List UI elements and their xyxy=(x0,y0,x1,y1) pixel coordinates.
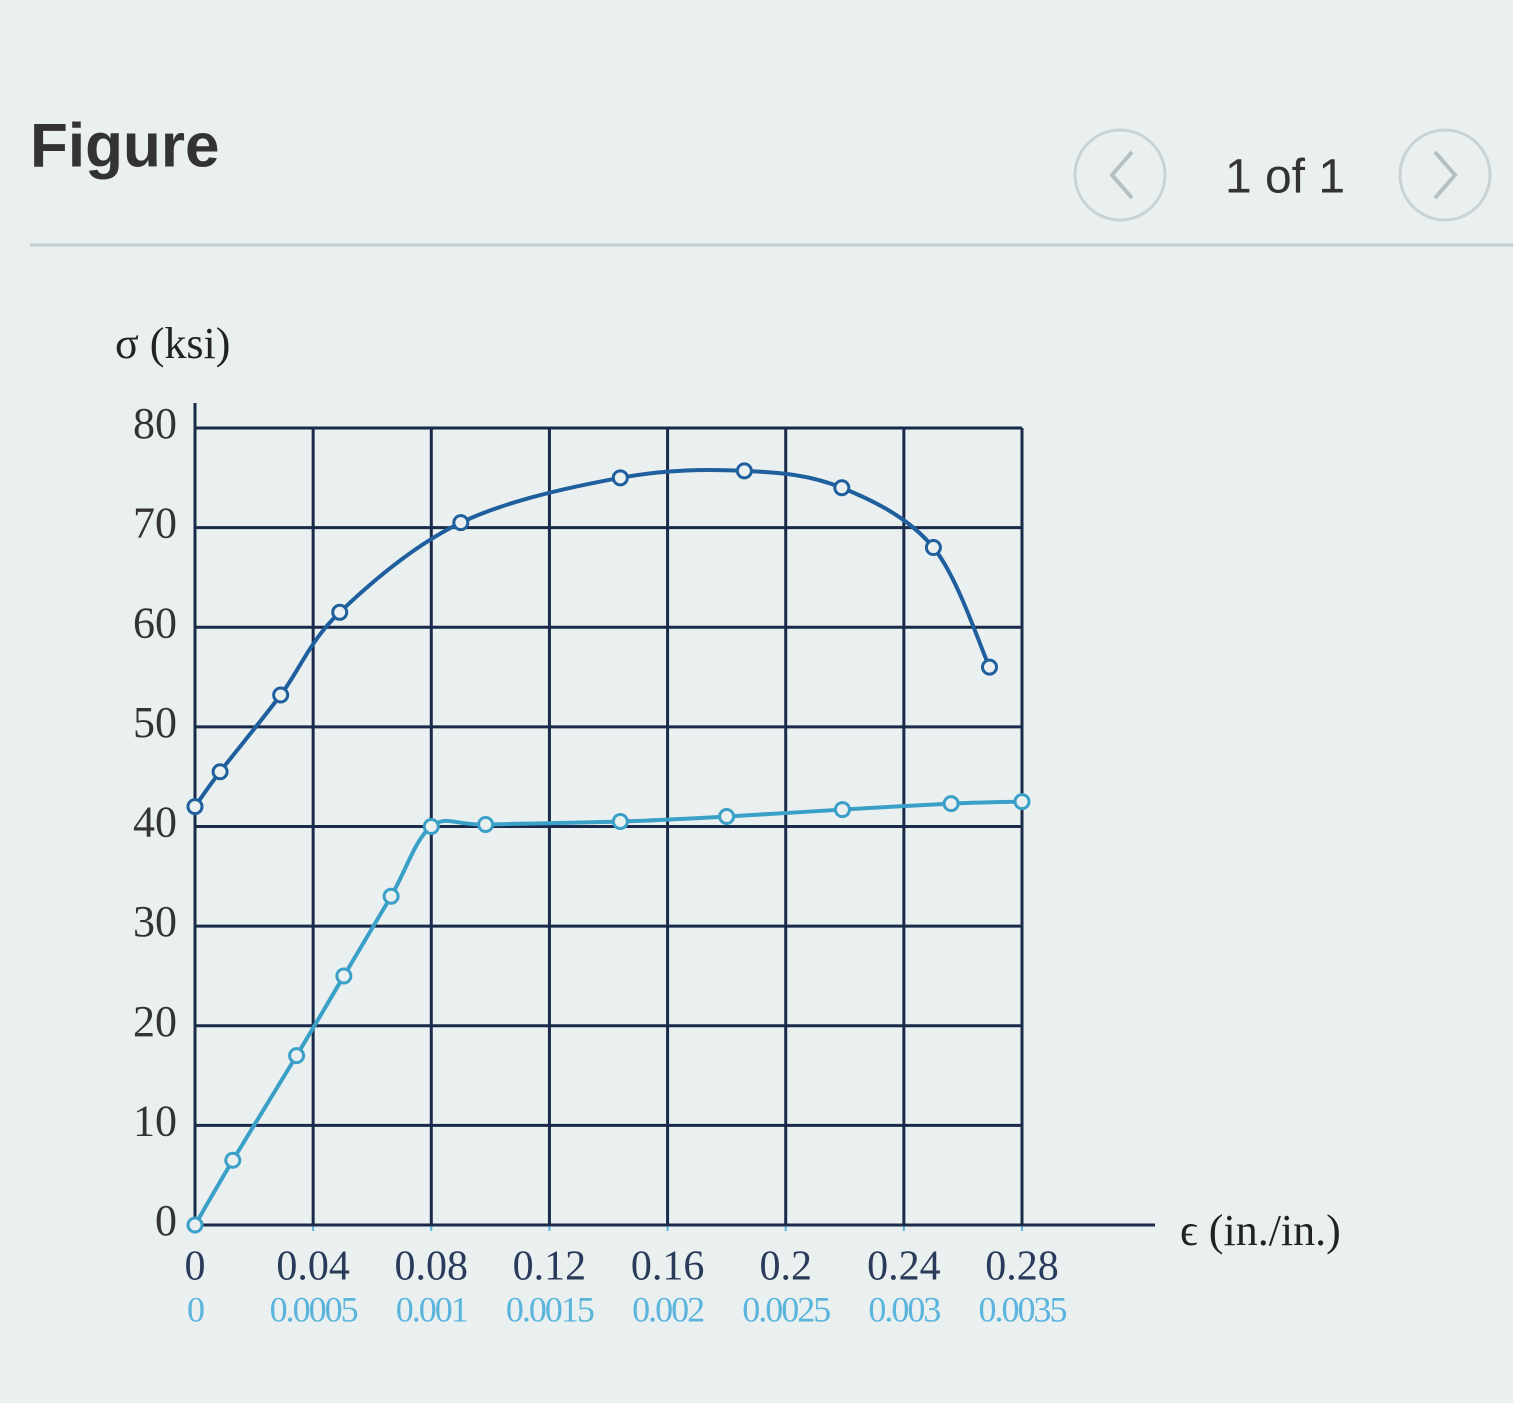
point xyxy=(833,801,851,819)
x-tick-label: 0.16 xyxy=(631,1244,705,1290)
y-tick-label: 30 xyxy=(133,897,177,946)
x2-tick-label: 0.0025 xyxy=(742,1289,830,1329)
x2-tick-label: 0.0015 xyxy=(506,1289,594,1329)
x-tick-label: 0.04 xyxy=(276,1244,350,1290)
point xyxy=(611,469,629,487)
y-tick-label: 60 xyxy=(133,598,177,647)
y-tick-label: 50 xyxy=(133,698,177,747)
point xyxy=(422,818,440,835)
point xyxy=(211,763,229,781)
point xyxy=(224,1151,242,1169)
point xyxy=(186,1216,204,1234)
point xyxy=(186,798,204,816)
x2-tick-label: 0.0035 xyxy=(979,1289,1067,1329)
point xyxy=(718,808,736,826)
x2-tick-label: 0.003 xyxy=(868,1289,940,1329)
point xyxy=(942,795,960,813)
point xyxy=(272,686,290,704)
line xyxy=(193,467,992,808)
x-tick-label: 0.2 xyxy=(759,1244,812,1290)
pager: 1 of 1 xyxy=(1225,151,1345,204)
point xyxy=(833,479,851,497)
point xyxy=(924,539,942,557)
x-tick-label: 0.12 xyxy=(513,1244,587,1290)
y-tick-label: 0 xyxy=(155,1196,177,1245)
point xyxy=(981,658,999,676)
point xyxy=(331,603,349,621)
point xyxy=(735,462,753,480)
x-tick-label: 0 xyxy=(185,1244,206,1290)
point xyxy=(335,967,353,985)
x-axis-label: ϵ (in./in.) xyxy=(1180,1206,1341,1255)
point xyxy=(611,813,629,831)
point xyxy=(477,816,495,834)
y-tick-label: 80 xyxy=(133,399,177,448)
x-tick-label: 0.28 xyxy=(985,1244,1059,1290)
point xyxy=(382,887,400,905)
x2-tick-label: 0.001 xyxy=(396,1289,467,1329)
point xyxy=(452,514,470,532)
y-tick-label: 70 xyxy=(133,499,177,548)
next-button[interactable] xyxy=(1398,128,1492,222)
y-tick-label: 40 xyxy=(133,798,177,847)
x2-tick-label: 0 xyxy=(187,1289,204,1329)
y-axis-label: σ (ksi) xyxy=(115,319,230,368)
x-tick-label: 0.24 xyxy=(867,1244,941,1290)
point xyxy=(288,1047,306,1065)
x-tick-label: 0.08 xyxy=(395,1244,469,1290)
x2-tick-label: 0.002 xyxy=(632,1289,704,1329)
figure-title: Figure xyxy=(30,111,219,180)
point xyxy=(1013,793,1031,811)
y-tick-label: 10 xyxy=(133,1096,177,1145)
x2-tick-label: 0.0005 xyxy=(270,1289,358,1329)
y-tick-label: 20 xyxy=(133,997,177,1046)
prev-button[interactable] xyxy=(1073,128,1167,222)
